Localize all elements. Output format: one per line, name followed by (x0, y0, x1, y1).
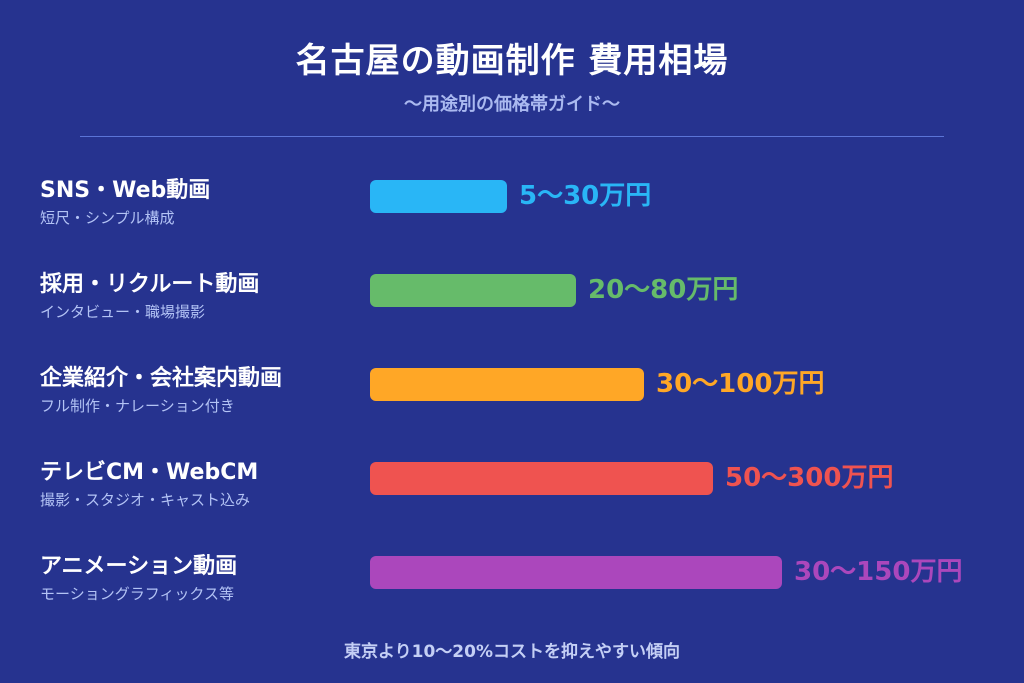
bar-sns-web (370, 180, 507, 213)
category-label: 採用・リクルート動画 (40, 272, 260, 297)
page-title: 名古屋の動画制作 費用相場 (295, 41, 729, 81)
bar-corporate (370, 368, 644, 401)
bar-animation (370, 556, 782, 589)
value-label-cm: 50〜300万円 (725, 463, 894, 493)
value-label-corporate: 30〜100万円 (656, 369, 825, 399)
category-sublabel: インタビュー・職場撮影 (40, 303, 206, 321)
category-sublabel: 短尺・シンプル構成 (40, 209, 175, 227)
category-label: アニメーション動画 (40, 554, 238, 579)
category-sublabel: モーショングラフィックス等 (40, 585, 234, 603)
chart-row-recruit: 採用・リクルート動画 インタビュー・職場撮影 20〜80万円 (0, 270, 1024, 350)
page-subtitle: 〜用途別の価格帯ガイド〜 (404, 94, 620, 115)
bar-recruit (370, 274, 576, 307)
chart-row-cm: テレビCM・WebCM 撮影・スタジオ・キャスト込み 50〜300万円 (0, 458, 1024, 538)
bar-cm (370, 462, 713, 495)
value-label-animation: 30〜150万円 (794, 557, 963, 587)
chart-row-sns-web: SNS・Web動画 短尺・シンプル構成 5〜30万円 (0, 176, 1024, 256)
chart-row-animation: アニメーション動画 モーショングラフィックス等 30〜150万円 (0, 552, 1024, 632)
category-label: SNS・Web動画 (40, 178, 211, 203)
value-label-sns-web: 5〜30万円 (519, 181, 652, 211)
chart-row-corporate: 企業紹介・会社案内動画 フル制作・ナレーション付き 30〜100万円 (0, 364, 1024, 444)
category-label: 企業紹介・会社案内動画 (40, 366, 283, 391)
header-divider (80, 136, 944, 137)
footer-note: 東京より10〜20%コストを抑えやすい傾向 (343, 642, 680, 662)
category-sublabel: フル制作・ナレーション付き (40, 397, 235, 415)
category-sublabel: 撮影・スタジオ・キャスト込み (40, 491, 251, 509)
category-label: テレビCM・WebCM (40, 460, 259, 485)
value-label-recruit: 20〜80万円 (588, 275, 739, 305)
